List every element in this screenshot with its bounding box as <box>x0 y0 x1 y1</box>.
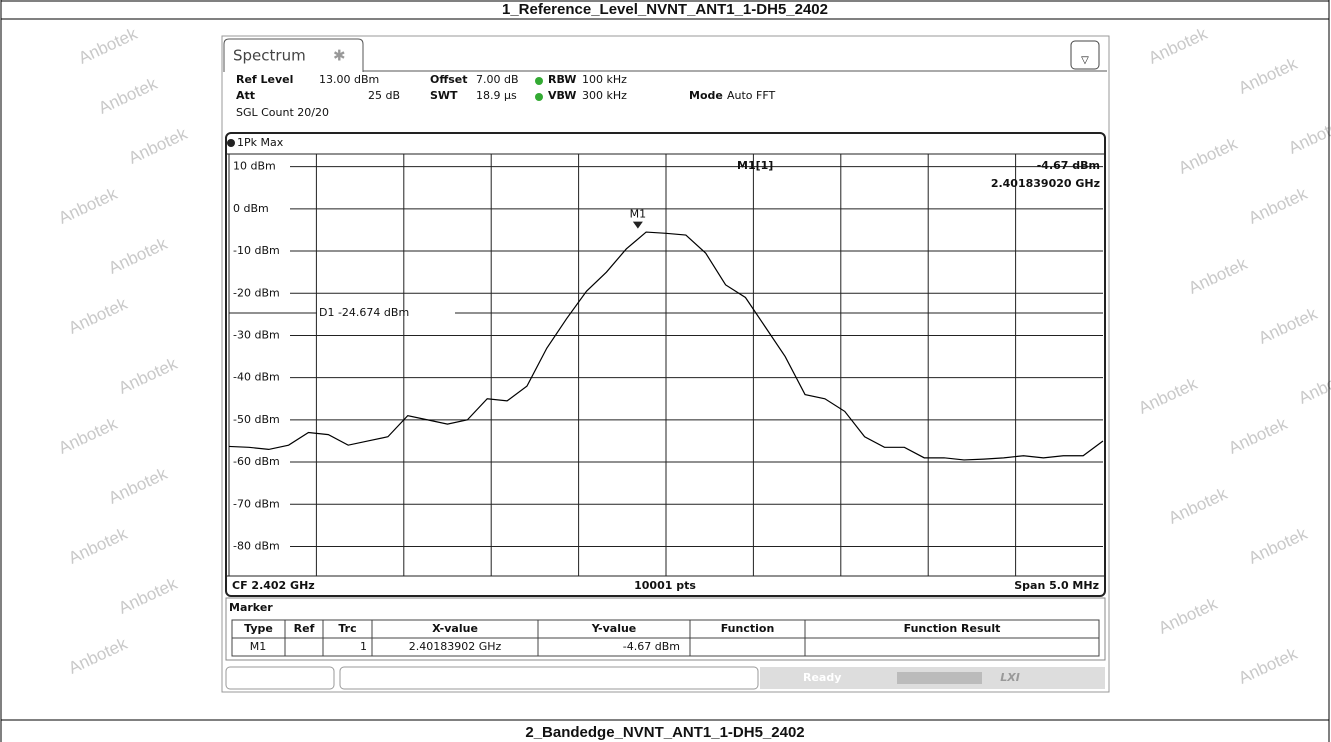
trace-dot <box>227 139 235 147</box>
watermark: Anbotek <box>66 634 131 678</box>
tab-icon: ✱ <box>333 47 346 65</box>
value: 25 dB <box>368 89 400 102</box>
watermark: Anbotek <box>1246 184 1311 228</box>
label: Att <box>236 89 255 102</box>
watermark: Anbotek <box>116 574 181 618</box>
watermark: Anbotek <box>106 464 171 508</box>
watermark: Anbotek <box>1226 414 1291 458</box>
status: Ready <box>803 671 841 684</box>
watermark: Anbotek <box>1176 134 1241 178</box>
label: Ref Level <box>236 73 293 86</box>
y-tick-label: 10 dBm <box>233 160 276 173</box>
d1-label: D1 -24.674 dBm <box>319 306 409 319</box>
watermark: Anbotek <box>1296 364 1331 408</box>
label: VBW <box>548 89 576 102</box>
watermark: Anbotek <box>1156 594 1221 638</box>
menu-icon: ▽ <box>1081 55 1089 66</box>
table-header-cell: X-value <box>432 622 478 635</box>
label: RBW <box>548 73 576 86</box>
marker-label: M1 <box>630 208 647 221</box>
watermark: Anbotek <box>56 184 121 228</box>
menu-button[interactable] <box>1070 40 1100 70</box>
count: SGL Count 20/20 <box>236 106 329 119</box>
label: Offset <box>430 73 468 86</box>
y-tick-label: -80 dBm <box>233 539 280 552</box>
value: 100 kHz <box>582 73 627 86</box>
value: 18.9 µs <box>476 89 517 102</box>
watermark: Anbotek <box>66 524 131 568</box>
watermark: Anbotek <box>96 74 161 118</box>
table-header-cell: Trc <box>338 622 356 635</box>
value: 7.00 dB <box>476 73 519 86</box>
value: Auto FFT <box>727 89 775 102</box>
watermark: Anbotek <box>126 124 191 168</box>
next-title: 2_Bandedge_NVNT_ANT1_1-DH5_2402 <box>525 724 804 741</box>
tab[interactable] <box>223 38 364 72</box>
status-box <box>339 666 759 690</box>
progress <box>897 672 982 684</box>
vertical-grid <box>315 154 1017 576</box>
marker-readout: M1[1] <box>737 159 773 172</box>
y-tick-label: -70 dBm <box>233 497 280 510</box>
table-header-cell: Function Result <box>904 622 1001 635</box>
table-cell: M1 <box>250 640 267 653</box>
y-tick-label: -10 dBm <box>233 244 280 257</box>
status-box <box>225 666 335 690</box>
label: SWT <box>430 89 458 102</box>
y-tick-label: -20 dBm <box>233 286 280 299</box>
watermark: Anbotek <box>1236 644 1301 688</box>
marker <box>632 221 643 229</box>
table-header-cell: Function <box>721 622 775 635</box>
y-tick-label: -40 dBm <box>233 371 280 384</box>
watermark: Anbotek <box>1286 114 1331 158</box>
watermark: Anbotek <box>116 354 181 398</box>
indicator <box>535 93 543 101</box>
table-header-cell: Y-value <box>591 622 637 635</box>
value: 300 kHz <box>582 89 627 102</box>
logo: LXI <box>1000 671 1020 684</box>
watermark: Anbotek <box>1246 524 1311 568</box>
table-cell: 1 <box>360 640 367 653</box>
y-tick-label: -60 dBm <box>233 455 280 468</box>
watermark: Anbotek <box>66 294 131 338</box>
marker-x: 2.401839020 GHz <box>991 177 1100 190</box>
table-cell: 2.40183902 GHz <box>409 640 502 653</box>
watermark: Anbotek <box>76 24 141 68</box>
watermark: Anbotek <box>1146 24 1211 68</box>
report-title: 1_Reference_Level_NVNT_ANT1_1-DH5_2402 <box>502 1 828 18</box>
indicator <box>535 77 543 85</box>
trace-label: 1Pk Max <box>237 136 284 149</box>
table-header-cell: Ref <box>294 622 315 635</box>
tab-label: Spectrum <box>233 47 306 65</box>
watermark: Anbotek <box>1136 374 1201 418</box>
watermark: Anbotek <box>1236 54 1301 98</box>
watermark: Anbotek <box>1186 254 1251 298</box>
y-tick-label: -30 dBm <box>233 328 280 341</box>
y-tick-label: 0 dBm <box>233 202 269 215</box>
label: Mode <box>689 89 723 102</box>
watermark: Anbotek <box>56 414 121 458</box>
span: Span 5.0 MHz <box>1014 579 1099 592</box>
marker-table: Type Ref Trc X-value Y-value Function Function… <box>231 619 1100 657</box>
y-tick-label: -50 dBm <box>233 413 280 426</box>
table-row <box>231 637 1100 657</box>
points: 10001 pts <box>634 579 696 592</box>
marker-y: -4.67 dBm <box>1037 159 1100 172</box>
value: 13.00 dBm <box>319 73 379 86</box>
watermark: Anbotek <box>1256 304 1321 348</box>
watermark: Anbotek <box>1166 484 1231 528</box>
watermark: Anbotek <box>106 234 171 278</box>
table-cell: -4.67 dBm <box>623 640 680 653</box>
table-header-cell: Type <box>244 622 273 635</box>
cf: CF 2.402 GHz <box>232 579 315 592</box>
trace <box>228 231 1104 461</box>
marker-title: Marker <box>229 601 273 614</box>
